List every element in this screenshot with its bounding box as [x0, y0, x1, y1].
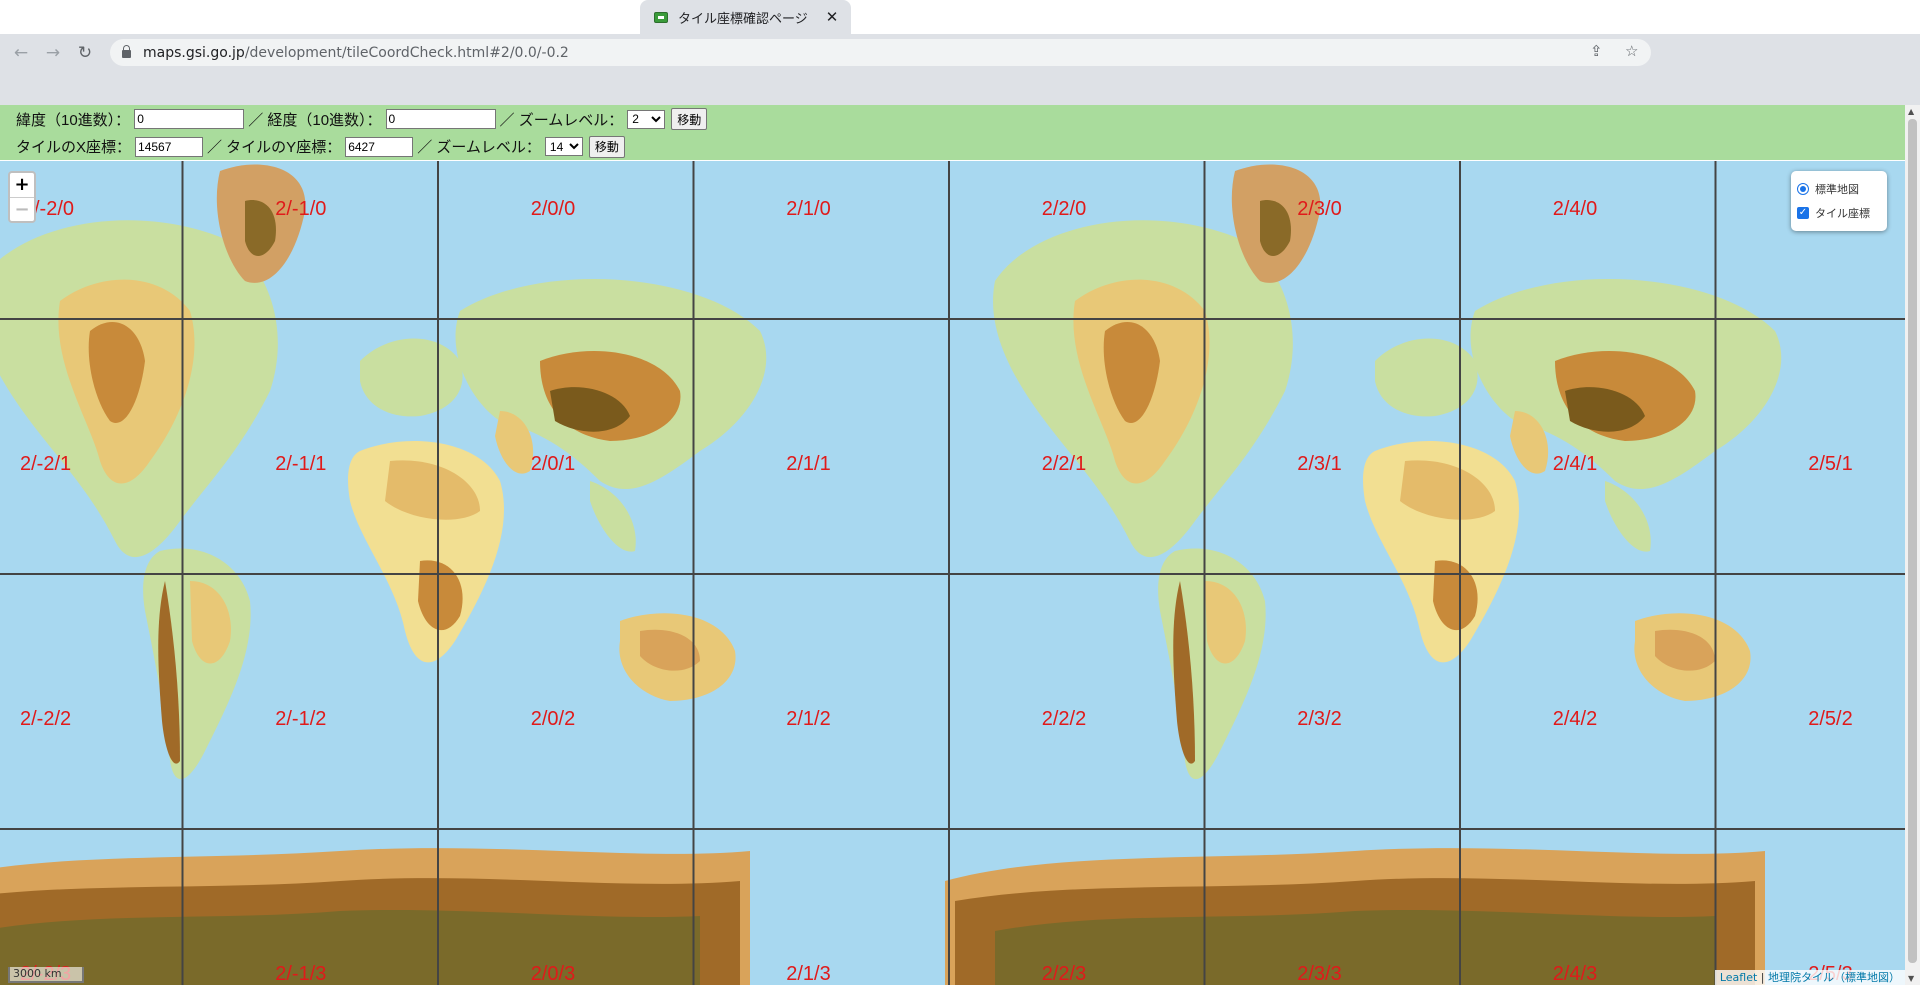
url-text[interactable]: maps.gsi.go.jp/development/tileCoordChec…	[143, 45, 569, 61]
lat-input[interactable]	[134, 109, 245, 129]
tile-coord-label: 2/5/2	[1808, 707, 1853, 730]
tile-coord-label: 2/4/3	[1552, 962, 1598, 985]
radio-icon[interactable]	[1797, 183, 1809, 195]
back-icon[interactable]: ←	[13, 43, 29, 63]
scroll-down-icon[interactable]: ▼	[1908, 974, 1915, 983]
tile-coord-label: 2/4/1	[1552, 452, 1598, 475]
base-layer-option[interactable]: 標準地図	[1797, 177, 1881, 201]
tile-coord-label: 2/1/2	[786, 707, 831, 730]
tab-title: タイル座標確認ページ	[678, 11, 808, 27]
move-button[interactable]: 移動	[671, 108, 708, 130]
tile-coord-label: 2/5/1	[1808, 452, 1853, 475]
tile-coord-label: 2/2/3	[1041, 962, 1087, 985]
tile-coord-label: 2/-1/0	[275, 197, 327, 220]
lon-label: ／ 経度（10進数）：	[248, 111, 382, 129]
lock-icon[interactable]	[122, 45, 131, 58]
scale-bar: 3000 km	[8, 967, 84, 983]
tile-coord-label: 2/0/2	[530, 707, 576, 730]
tile-coord-label: 2/0/1	[530, 452, 576, 475]
zoom-select[interactable]: 2	[627, 109, 666, 129]
tile-coord-label: 2/0/0	[530, 197, 576, 220]
latlon-control-bar: 緯度（10進数）： ／ 経度（10進数）： ／ ズームレベル： 2 移動	[0, 105, 1905, 133]
tile-zoom-label: ／ ズームレベル：	[417, 139, 541, 156]
forward-icon[interactable]: →	[45, 43, 61, 63]
attribution-separator: |	[1757, 971, 1768, 984]
overlay-layer-label: タイル座標	[1815, 207, 1870, 220]
scroll-up-icon[interactable]: ▲	[1908, 107, 1915, 116]
tile-coord-label: 2/2/0	[1041, 197, 1087, 220]
tab-bar: タイル座標確認ページ ✕	[0, 0, 1920, 34]
gsi-tile-link[interactable]: 地理院タイル（標準地図）	[1768, 971, 1900, 984]
map-favicon-icon	[654, 11, 668, 23]
tile-coord-label: 2/-2/1	[20, 452, 72, 475]
tile-coord-label: 2/3/0	[1297, 197, 1342, 220]
tile-x-input[interactable]	[135, 136, 204, 157]
reload-icon[interactable]: ↻	[77, 43, 93, 63]
tile-coord-label: 2/2/2	[1041, 707, 1087, 730]
tile-coord-label: 2/-1/3	[275, 962, 327, 985]
tile-coord-label: 2/-1/2	[275, 707, 327, 730]
browser-toolbar: ← → ↻ maps.gsi.go.jp/development/tileCoo…	[0, 34, 1920, 71]
tile-zoom-select[interactable]: 14	[544, 137, 583, 156]
layer-control: 標準地図 ✓ タイル座標	[1791, 171, 1887, 231]
tile-y-label: ／ タイルのY座標：	[207, 139, 342, 156]
attribution: Leaflet | 地理院タイル（標準地図）	[1714, 970, 1905, 985]
page-scrollbar[interactable]: ▲ ▼	[1905, 105, 1920, 985]
tile-coord-label: 2/0/3	[530, 962, 576, 985]
tile-move-button[interactable]: 移動	[588, 135, 625, 158]
tile-y-input[interactable]	[345, 136, 414, 157]
tile-coord-label: 2/1/1	[786, 452, 831, 475]
zoom-label: ／ ズームレベル：	[499, 111, 624, 129]
overlay-layer-option[interactable]: ✓ タイル座標	[1797, 201, 1881, 225]
zoom-control: + −	[8, 171, 36, 223]
tile-grid	[0, 161, 1905, 985]
zoom-out-button[interactable]: −	[10, 197, 34, 221]
bookmarks-bar-area	[0, 71, 1920, 105]
scrollbar-thumb[interactable]	[1908, 119, 1917, 963]
checkbox-icon[interactable]: ✓	[1797, 207, 1809, 219]
browser-tab[interactable]: タイル座標確認ページ ✕	[640, 0, 851, 34]
lon-input[interactable]	[385, 109, 496, 129]
tile-coord-label: /-2/0	[34, 197, 75, 220]
zoom-in-button[interactable]: +	[14, 174, 30, 195]
address-bar[interactable]: maps.gsi.go.jp/development/tileCoordChec…	[110, 39, 1651, 66]
leaflet-link[interactable]: Leaflet	[1719, 971, 1758, 984]
tile-coord-label: 2/-1/1	[275, 452, 327, 475]
lat-label: 緯度（10進数）：	[16, 111, 131, 129]
tile-coord-label: 2/-2/2	[20, 707, 72, 730]
tile-coord-label: 2/3/1	[1297, 452, 1342, 475]
bookmark-star-icon[interactable]: ☆	[1625, 42, 1639, 60]
tile-coord-label: 2/1/0	[786, 197, 831, 220]
url-host: maps.gsi.go.jp	[143, 44, 245, 61]
share-icon[interactable]: ⇪	[1590, 42, 1603, 60]
tile-coord-label: 2/4/2	[1552, 707, 1598, 730]
tile-x-label: タイルのX座標：	[16, 139, 132, 156]
close-icon[interactable]: ✕	[825, 8, 839, 26]
base-layer-label: 標準地図	[1815, 183, 1859, 196]
tile-coord-label: 2/1/3	[786, 962, 831, 985]
page-content: 緯度（10進数）： ／ 経度（10進数）： ／ ズームレベル： 2 移動 タイル…	[0, 105, 1920, 985]
map-canvas[interactable]: /-2/0 2/-1/0 2/0/0 2/1/0 2/2/0 2/3/0 2/4/0 2/-2…	[0, 161, 1905, 985]
tile-coord-label: 2/4/0	[1552, 197, 1598, 220]
tile-coord-label: 2/3/3	[1297, 962, 1342, 985]
tile-control-bar: タイルのX座標： ／ タイルのY座標： ／ ズームレベル： 14 移動	[0, 133, 1905, 160]
url-path: /development/tileCoordCheck.html#2/0.0/-…	[244, 44, 569, 61]
tile-coord-label: 2/3/2	[1297, 707, 1342, 730]
tile-coord-label: 2/2/1	[1041, 452, 1087, 475]
